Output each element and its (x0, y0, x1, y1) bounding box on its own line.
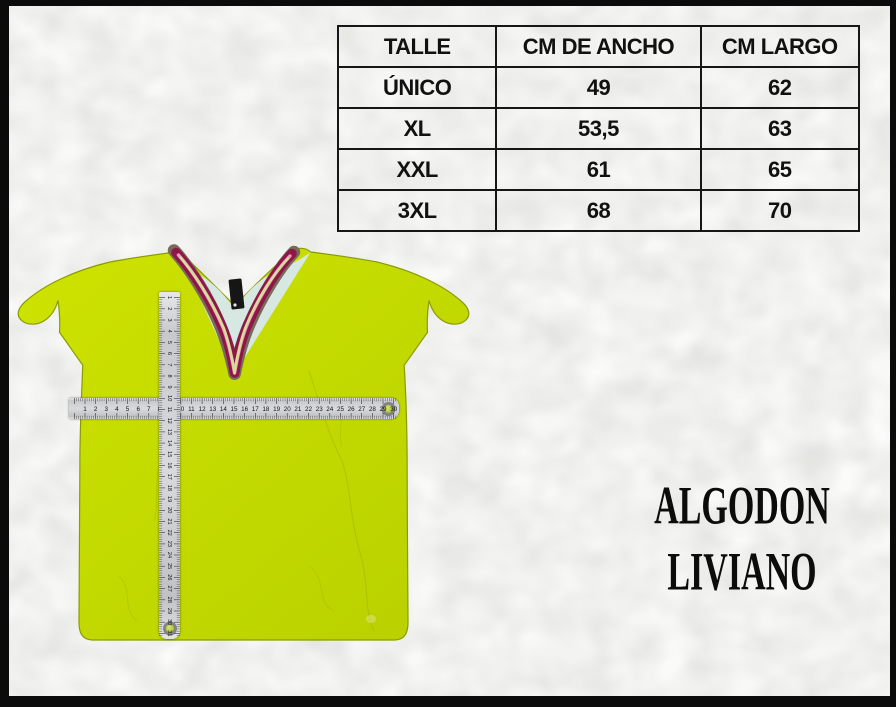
svg-text:1: 1 (83, 406, 87, 413)
svg-text:6: 6 (136, 406, 140, 413)
svg-text:2: 2 (166, 307, 172, 310)
svg-text:10: 10 (166, 395, 172, 401)
svg-text:15: 15 (166, 451, 172, 457)
svg-text:7: 7 (166, 363, 172, 366)
svg-text:16: 16 (166, 462, 172, 468)
svg-text:17: 17 (166, 474, 172, 480)
svg-text:21: 21 (166, 518, 172, 524)
svg-text:20: 20 (166, 507, 172, 513)
svg-text:1: 1 (166, 296, 172, 299)
svg-text:3: 3 (105, 406, 109, 413)
svg-text:11: 11 (188, 406, 195, 413)
svg-text:15: 15 (230, 406, 238, 413)
svg-text:5: 5 (126, 406, 130, 413)
svg-text:28: 28 (166, 597, 172, 603)
svg-text:7: 7 (147, 406, 151, 413)
svg-text:18: 18 (166, 485, 172, 491)
svg-text:30: 30 (390, 406, 398, 413)
svg-text:19: 19 (166, 496, 172, 502)
svg-text:24: 24 (166, 552, 172, 558)
svg-text:12: 12 (199, 406, 207, 413)
svg-text:29: 29 (379, 406, 387, 413)
svg-text:30: 30 (166, 619, 172, 625)
svg-text:5: 5 (166, 341, 172, 344)
svg-text:27: 27 (166, 585, 172, 591)
svg-text:19: 19 (273, 406, 281, 413)
svg-text:22: 22 (166, 530, 172, 536)
svg-text:25: 25 (337, 406, 345, 413)
svg-text:27: 27 (358, 406, 366, 413)
svg-text:26: 26 (166, 574, 172, 580)
svg-text:11: 11 (166, 407, 172, 413)
svg-text:2: 2 (94, 406, 98, 413)
svg-text:23: 23 (166, 541, 172, 547)
svg-text:3: 3 (166, 318, 172, 321)
svg-text:4: 4 (115, 406, 119, 413)
svg-text:25: 25 (166, 563, 172, 569)
svg-text:18: 18 (262, 406, 270, 413)
svg-text:28: 28 (369, 406, 377, 413)
svg-text:8: 8 (166, 374, 172, 377)
svg-text:12: 12 (166, 418, 172, 424)
svg-text:17: 17 (252, 406, 260, 413)
svg-text:21: 21 (294, 406, 302, 413)
svg-text:23: 23 (316, 406, 324, 413)
svg-text:4: 4 (166, 330, 172, 333)
svg-text:22: 22 (305, 406, 313, 413)
svg-text:9: 9 (166, 386, 172, 389)
svg-text:13: 13 (209, 406, 217, 413)
svg-text:14: 14 (166, 440, 172, 446)
svg-text:24: 24 (326, 406, 334, 413)
svg-text:13: 13 (166, 429, 172, 435)
svg-text:31: 31 (166, 630, 172, 636)
svg-text:29: 29 (166, 608, 172, 614)
svg-text:20: 20 (284, 406, 292, 413)
svg-text:6: 6 (166, 352, 172, 355)
svg-text:26: 26 (348, 406, 356, 413)
svg-text:16: 16 (241, 406, 249, 413)
svg-text:14: 14 (220, 406, 228, 413)
